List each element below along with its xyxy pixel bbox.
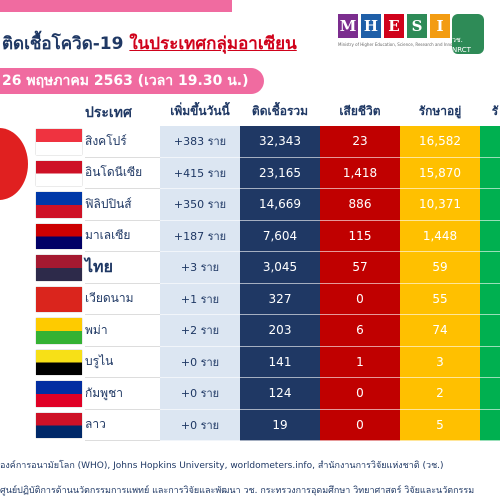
country-name: บรูไน	[85, 346, 160, 378]
table-cell-extra	[480, 315, 500, 347]
logo-letter: S	[407, 14, 427, 38]
table-cell: 0	[320, 409, 400, 441]
logo-letter: E	[384, 14, 404, 38]
date-banner: 26 พฤษภาคม 2563 (เวลา 19.30 น.)	[0, 68, 264, 94]
table-cell: 0	[320, 378, 400, 410]
table-cell: 327	[240, 283, 320, 315]
table-cell-extra	[480, 409, 500, 441]
table-cell-extra	[480, 378, 500, 410]
table-cell: 23	[320, 126, 400, 158]
table-cell: +383 ราย	[160, 126, 240, 158]
table-cell: 886	[320, 189, 400, 221]
table-cell: 57	[320, 252, 400, 284]
footer-credit: ศูนย์ปฏิบัติการด้านนวัตกรรมการแพทย์ และก…	[0, 486, 475, 496]
flag	[36, 381, 82, 407]
logo-letter: H	[361, 14, 381, 38]
table-cell: 0	[320, 283, 400, 315]
table-cell: 141	[240, 346, 320, 378]
table-cell-extra	[480, 220, 500, 252]
logo-caption: Ministry of Higher Education, Science, R…	[338, 42, 465, 47]
table-cell: 1,418	[320, 157, 400, 189]
flag	[36, 223, 82, 249]
flag	[36, 255, 82, 281]
table-cell: 14,669	[240, 189, 320, 221]
country-name: กัมพูชา	[85, 378, 160, 410]
table-cell: 16,582	[400, 126, 480, 158]
table-cell-extra	[480, 346, 500, 378]
table-cell-extra	[480, 252, 500, 284]
country-name: อินโดนีเซีย	[85, 157, 160, 189]
title: ติดเชื้อโควิด-19 ในประเทศกลุ่มอาเซียน	[2, 30, 297, 57]
table-cell: 7,604	[240, 220, 320, 252]
column-header: เสียชีวิต	[339, 104, 381, 118]
table-cell: 1,448	[400, 220, 480, 252]
table-cell: 3	[400, 346, 480, 378]
country-name: เวียดนาม	[85, 283, 160, 315]
table-cell-extra	[480, 283, 500, 315]
title-highlight: ในประเทศกลุ่มอาเซียน	[129, 34, 297, 54]
top-bar	[0, 0, 232, 12]
table-cell: 6	[320, 315, 400, 347]
table-cell: 15,870	[400, 157, 480, 189]
table-cell: +415 ราย	[160, 157, 240, 189]
table-cell: 3,045	[240, 252, 320, 284]
flag	[36, 318, 82, 344]
table-cell: 10,371	[400, 189, 480, 221]
date: 26 พฤษภาคม 2563 (เวลา 19.30 น.)	[2, 73, 249, 89]
logo-letter: M	[338, 14, 358, 38]
table-cell: 23,165	[240, 157, 320, 189]
table-cell: 203	[240, 315, 320, 347]
flag	[36, 412, 82, 438]
title-main: ติดเชื้อโควิด-19	[2, 34, 124, 54]
table-cell: +3 ราย	[160, 252, 240, 284]
logo-letter: I	[430, 14, 450, 38]
country-name: สิงคโปร์	[85, 126, 160, 158]
table-cell: 1	[320, 346, 400, 378]
table-cell: +0 ราย	[160, 346, 240, 378]
table-cell: 32,343	[240, 126, 320, 158]
flag	[36, 349, 82, 375]
country-name: ลาว	[85, 409, 160, 441]
country-name: ฟิลิปปินส์	[85, 189, 160, 221]
table-cell: 5	[400, 409, 480, 441]
table-cell-extra	[480, 126, 500, 158]
table-cell: 55	[400, 283, 480, 315]
column-header: ประเทศ	[85, 105, 132, 121]
column-header: ติดเชื้อรวม	[251, 104, 309, 118]
country-name: มาเลเซีย	[85, 220, 160, 252]
table-cell: 59	[400, 252, 480, 284]
country-name: ไทย	[85, 252, 160, 284]
table-cell: 2	[400, 378, 480, 410]
table-cell: 19	[240, 409, 320, 441]
table-cell: 74	[400, 315, 480, 347]
table-cell: +2 ราย	[160, 315, 240, 347]
logo-nrct: วช. NRCT	[452, 14, 484, 54]
table-cell: 124	[240, 378, 320, 410]
flag	[36, 129, 82, 155]
footer-source: องค์การอนามัยโลก (WHO), Johns Hopkins Un…	[0, 461, 444, 471]
table-cell: +0 ราย	[160, 378, 240, 410]
logo-nrct-text: วช. NRCT	[452, 36, 471, 54]
table-cell: +1 ราย	[160, 283, 240, 315]
table-cell-extra	[480, 189, 500, 221]
column-header: รักษาอยู่	[418, 104, 462, 118]
table-cell: +187 ราย	[160, 220, 240, 252]
table-cell: +350 ราย	[160, 189, 240, 221]
column-header: เพิ่มขึ้นวันนี้	[170, 104, 230, 118]
flag	[36, 160, 82, 186]
country-name: พม่า	[85, 315, 160, 347]
table-cell: 115	[320, 220, 400, 252]
flag	[36, 286, 82, 312]
table-cell: +0 ราย	[160, 409, 240, 441]
table-cell-extra	[480, 157, 500, 189]
column-header: รั	[491, 104, 499, 118]
flag	[36, 192, 82, 218]
